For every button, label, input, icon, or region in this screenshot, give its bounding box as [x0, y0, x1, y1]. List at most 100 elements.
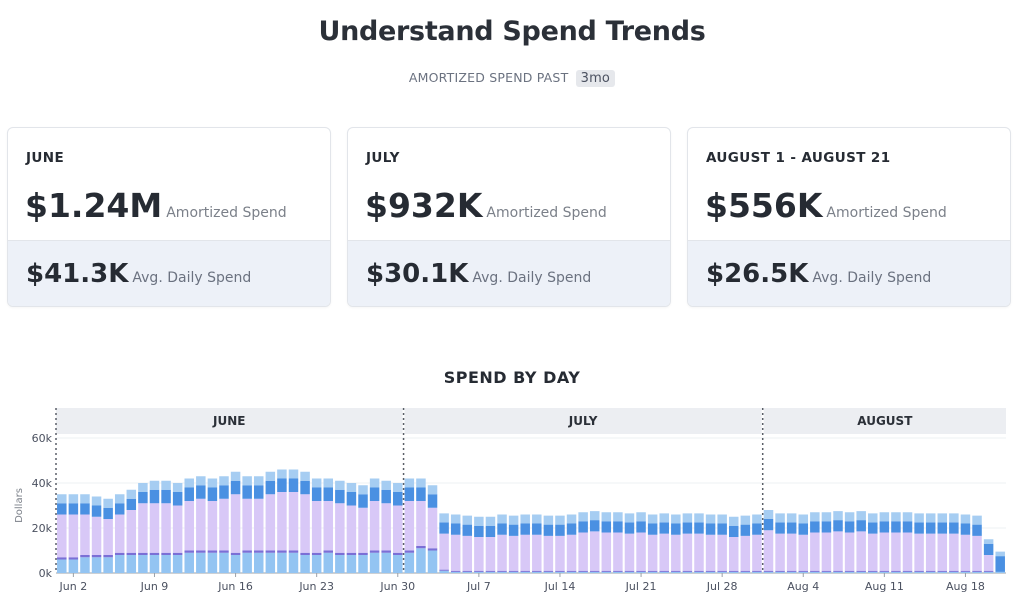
- bar-segment[interactable]: [786, 533, 797, 571]
- bar-segment[interactable]: [138, 555, 148, 573]
- bar-segment[interactable]: [972, 570, 982, 572]
- bar-segment[interactable]: [844, 571, 855, 573]
- bar-segment[interactable]: [277, 478, 287, 493]
- bar-segment[interactable]: [404, 550, 415, 553]
- bar-segment[interactable]: [728, 571, 739, 573]
- bar-segment[interactable]: [543, 570, 554, 572]
- bar-segment[interactable]: [902, 570, 913, 572]
- bar-segment[interactable]: [821, 571, 832, 573]
- bar-segment[interactable]: [161, 552, 171, 555]
- bar-segment[interactable]: [879, 512, 890, 522]
- bar-segment[interactable]: [532, 514, 542, 524]
- bar-segment[interactable]: [891, 570, 901, 572]
- bar-segment[interactable]: [763, 510, 774, 519]
- bar-segment[interactable]: [508, 524, 519, 536]
- bar-segment[interactable]: [114, 555, 125, 573]
- bar-segment[interactable]: [311, 478, 322, 488]
- bar-segment[interactable]: [311, 501, 322, 553]
- bar-segment[interactable]: [868, 533, 878, 571]
- bar-segment[interactable]: [207, 501, 218, 551]
- bar-segment[interactable]: [311, 552, 322, 555]
- bar-segment[interactable]: [647, 570, 658, 572]
- bar-segment[interactable]: [960, 523, 971, 535]
- bar-segment[interactable]: [253, 552, 264, 573]
- bar-segment[interactable]: [752, 570, 762, 572]
- bar-segment[interactable]: [57, 494, 67, 504]
- bar-segment[interactable]: [578, 521, 588, 533]
- bar-segment[interactable]: [636, 570, 646, 572]
- bar-segment[interactable]: [647, 514, 658, 524]
- bar-segment[interactable]: [253, 485, 264, 499]
- bar-segment[interactable]: [833, 570, 843, 572]
- bar-segment[interactable]: [381, 503, 391, 551]
- bar-segment[interactable]: [427, 485, 438, 495]
- bar-segment[interactable]: [925, 570, 936, 572]
- bar-segment[interactable]: [207, 478, 218, 488]
- bar-segment[interactable]: [184, 501, 194, 551]
- bar-segment[interactable]: [694, 513, 704, 523]
- bar-segment[interactable]: [937, 571, 948, 573]
- bar-segment[interactable]: [763, 571, 774, 573]
- bar-segment[interactable]: [601, 521, 612, 533]
- bar-segment[interactable]: [265, 550, 276, 553]
- period-selector[interactable]: 3mo: [575, 70, 616, 87]
- bar-segment[interactable]: [126, 489, 137, 499]
- bar-segment[interactable]: [369, 501, 380, 551]
- bar-segment[interactable]: [879, 521, 890, 533]
- bar-segment[interactable]: [126, 552, 137, 555]
- bar-segment[interactable]: [705, 570, 716, 572]
- bar-segment[interactable]: [705, 523, 716, 535]
- bar-segment[interactable]: [659, 570, 669, 572]
- bar-segment[interactable]: [566, 514, 577, 524]
- bar-segment[interactable]: [937, 570, 948, 572]
- bar-segment[interactable]: [323, 552, 334, 573]
- bar-segment[interactable]: [891, 521, 901, 533]
- bar-segment[interactable]: [659, 513, 669, 523]
- bar-segment[interactable]: [277, 469, 287, 479]
- bar-segment[interactable]: [138, 552, 148, 555]
- bar-segment[interactable]: [740, 515, 751, 525]
- bar-segment[interactable]: [497, 514, 507, 524]
- bar-segment[interactable]: [601, 570, 612, 572]
- bar-segment[interactable]: [520, 571, 530, 573]
- bar-segment[interactable]: [566, 570, 577, 572]
- bar-segment[interactable]: [300, 555, 310, 573]
- bar-segment[interactable]: [381, 552, 391, 573]
- bar-segment[interactable]: [462, 570, 473, 572]
- bar-segment[interactable]: [196, 550, 206, 553]
- bar-segment[interactable]: [879, 532, 890, 571]
- bar-segment[interactable]: [242, 552, 252, 573]
- bar-segment[interactable]: [323, 487, 334, 502]
- bar-segment[interactable]: [659, 522, 669, 534]
- bar-segment[interactable]: [265, 552, 276, 573]
- bar-segment[interactable]: [983, 571, 994, 573]
- bar-segment[interactable]: [277, 550, 287, 553]
- bar-segment[interactable]: [288, 478, 299, 493]
- bar-segment[interactable]: [346, 552, 357, 555]
- bar-segment[interactable]: [288, 492, 299, 551]
- bar-segment[interactable]: [450, 570, 461, 572]
- bar-segment[interactable]: [196, 552, 206, 573]
- bar-segment[interactable]: [80, 514, 90, 556]
- bar-segment[interactable]: [474, 537, 484, 571]
- bar-segment[interactable]: [450, 523, 461, 535]
- bar-segment[interactable]: [161, 489, 171, 504]
- bar-segment[interactable]: [752, 534, 762, 571]
- bar-segment[interactable]: [763, 519, 774, 531]
- bar-segment[interactable]: [694, 522, 704, 534]
- bar-segment[interactable]: [68, 503, 79, 515]
- bar-segment[interactable]: [138, 503, 148, 553]
- bar-segment[interactable]: [717, 523, 727, 535]
- bar-segment[interactable]: [821, 570, 832, 572]
- bar-segment[interactable]: [589, 531, 600, 571]
- bar-segment[interactable]: [659, 571, 669, 573]
- bar-segment[interactable]: [636, 571, 646, 573]
- bar-segment[interactable]: [555, 571, 565, 573]
- bar-segment[interactable]: [833, 511, 843, 521]
- bar-segment[interactable]: [184, 487, 194, 502]
- bar-segment[interactable]: [91, 496, 102, 506]
- bar-segment[interactable]: [219, 550, 229, 553]
- bar-segment[interactable]: [647, 523, 658, 535]
- bar-segment[interactable]: [149, 503, 160, 553]
- bar-segment[interactable]: [335, 552, 345, 555]
